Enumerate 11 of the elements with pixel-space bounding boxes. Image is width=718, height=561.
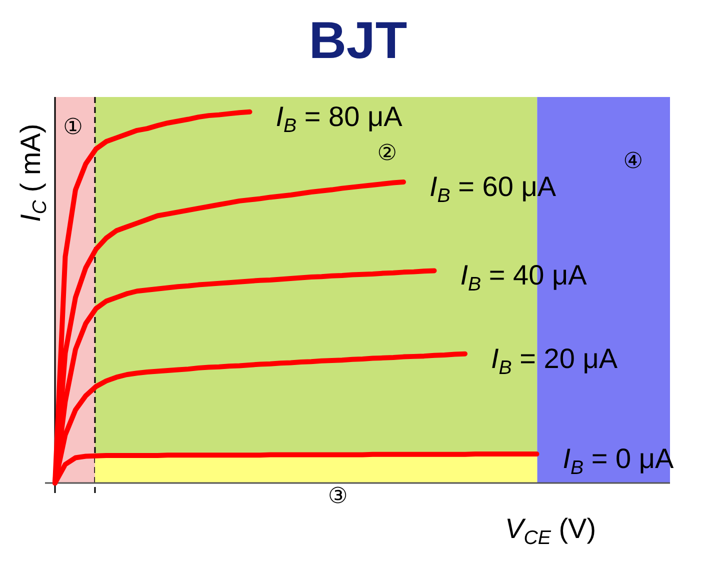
chart-title: BJT	[308, 12, 408, 70]
series-label: I$_{B}$ = 0 μA	[562, 443, 674, 480]
band-label: ③	[328, 483, 348, 508]
series-label: I$_{B}$ = 20 μA	[491, 342, 618, 379]
x-axis-title: V$_{CE}$ (V)	[505, 513, 596, 549]
annotation: ②	[377, 140, 397, 165]
annotation: ①	[63, 114, 83, 139]
series-label: I$_{B}$ = 80 μA	[276, 100, 403, 137]
annotation: ④	[623, 148, 643, 173]
series-label: I$_{B}$ = 60 μA	[430, 170, 556, 207]
series-label: I$_{B}$ = 40 μA	[460, 260, 588, 296]
